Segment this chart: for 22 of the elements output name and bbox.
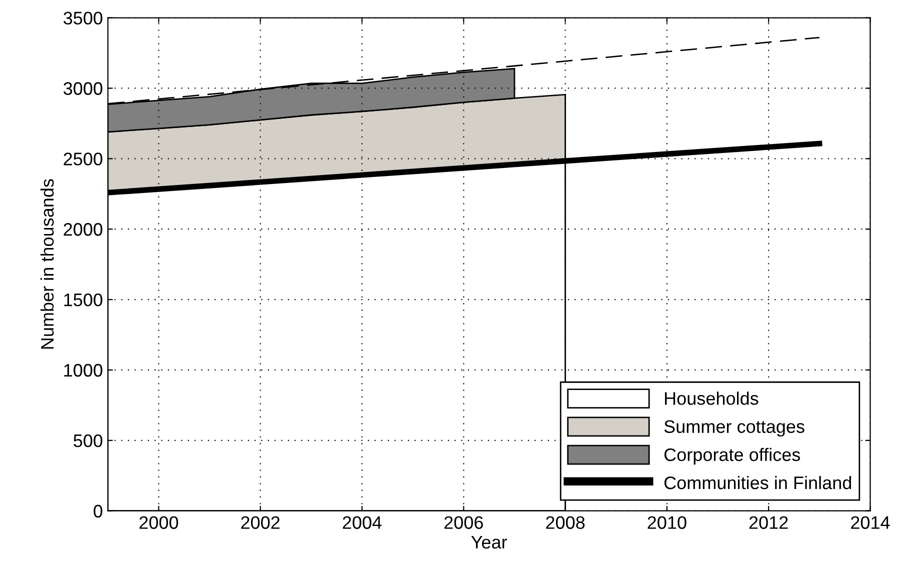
x-tick-label: 2002 <box>241 516 280 529</box>
y-axis-title: Number in thousands <box>40 179 54 349</box>
x-tick-label: 2012 <box>749 516 788 529</box>
y-tick-label: 2000 <box>64 223 102 236</box>
legend-label: Corporate offices <box>664 448 800 465</box>
y-tick-label: 500 <box>74 434 102 448</box>
legend-label: Summer cottages <box>664 420 804 437</box>
y-tick-label: 2500 <box>64 152 102 166</box>
y-tick-label: 1500 <box>64 293 102 306</box>
y-tick-label: 1000 <box>64 364 102 377</box>
legend-label: Households <box>665 392 758 405</box>
y-tick-label: 3000 <box>64 82 102 95</box>
y-tick-label: 0 <box>94 504 102 518</box>
x-axis-title: Year <box>471 536 508 549</box>
x-tick-label: 2006 <box>444 516 483 529</box>
x-tick-label: 2004 <box>342 516 382 529</box>
legend-label: Communities in Finland <box>664 476 852 490</box>
x-tick-label: 2014 <box>851 516 890 529</box>
x-tick-label: 2008 <box>546 516 585 529</box>
x-tick-label: 2000 <box>140 516 178 529</box>
y-tick-label: 3500 <box>64 12 102 25</box>
x-tick-label: 2010 <box>648 516 686 529</box>
